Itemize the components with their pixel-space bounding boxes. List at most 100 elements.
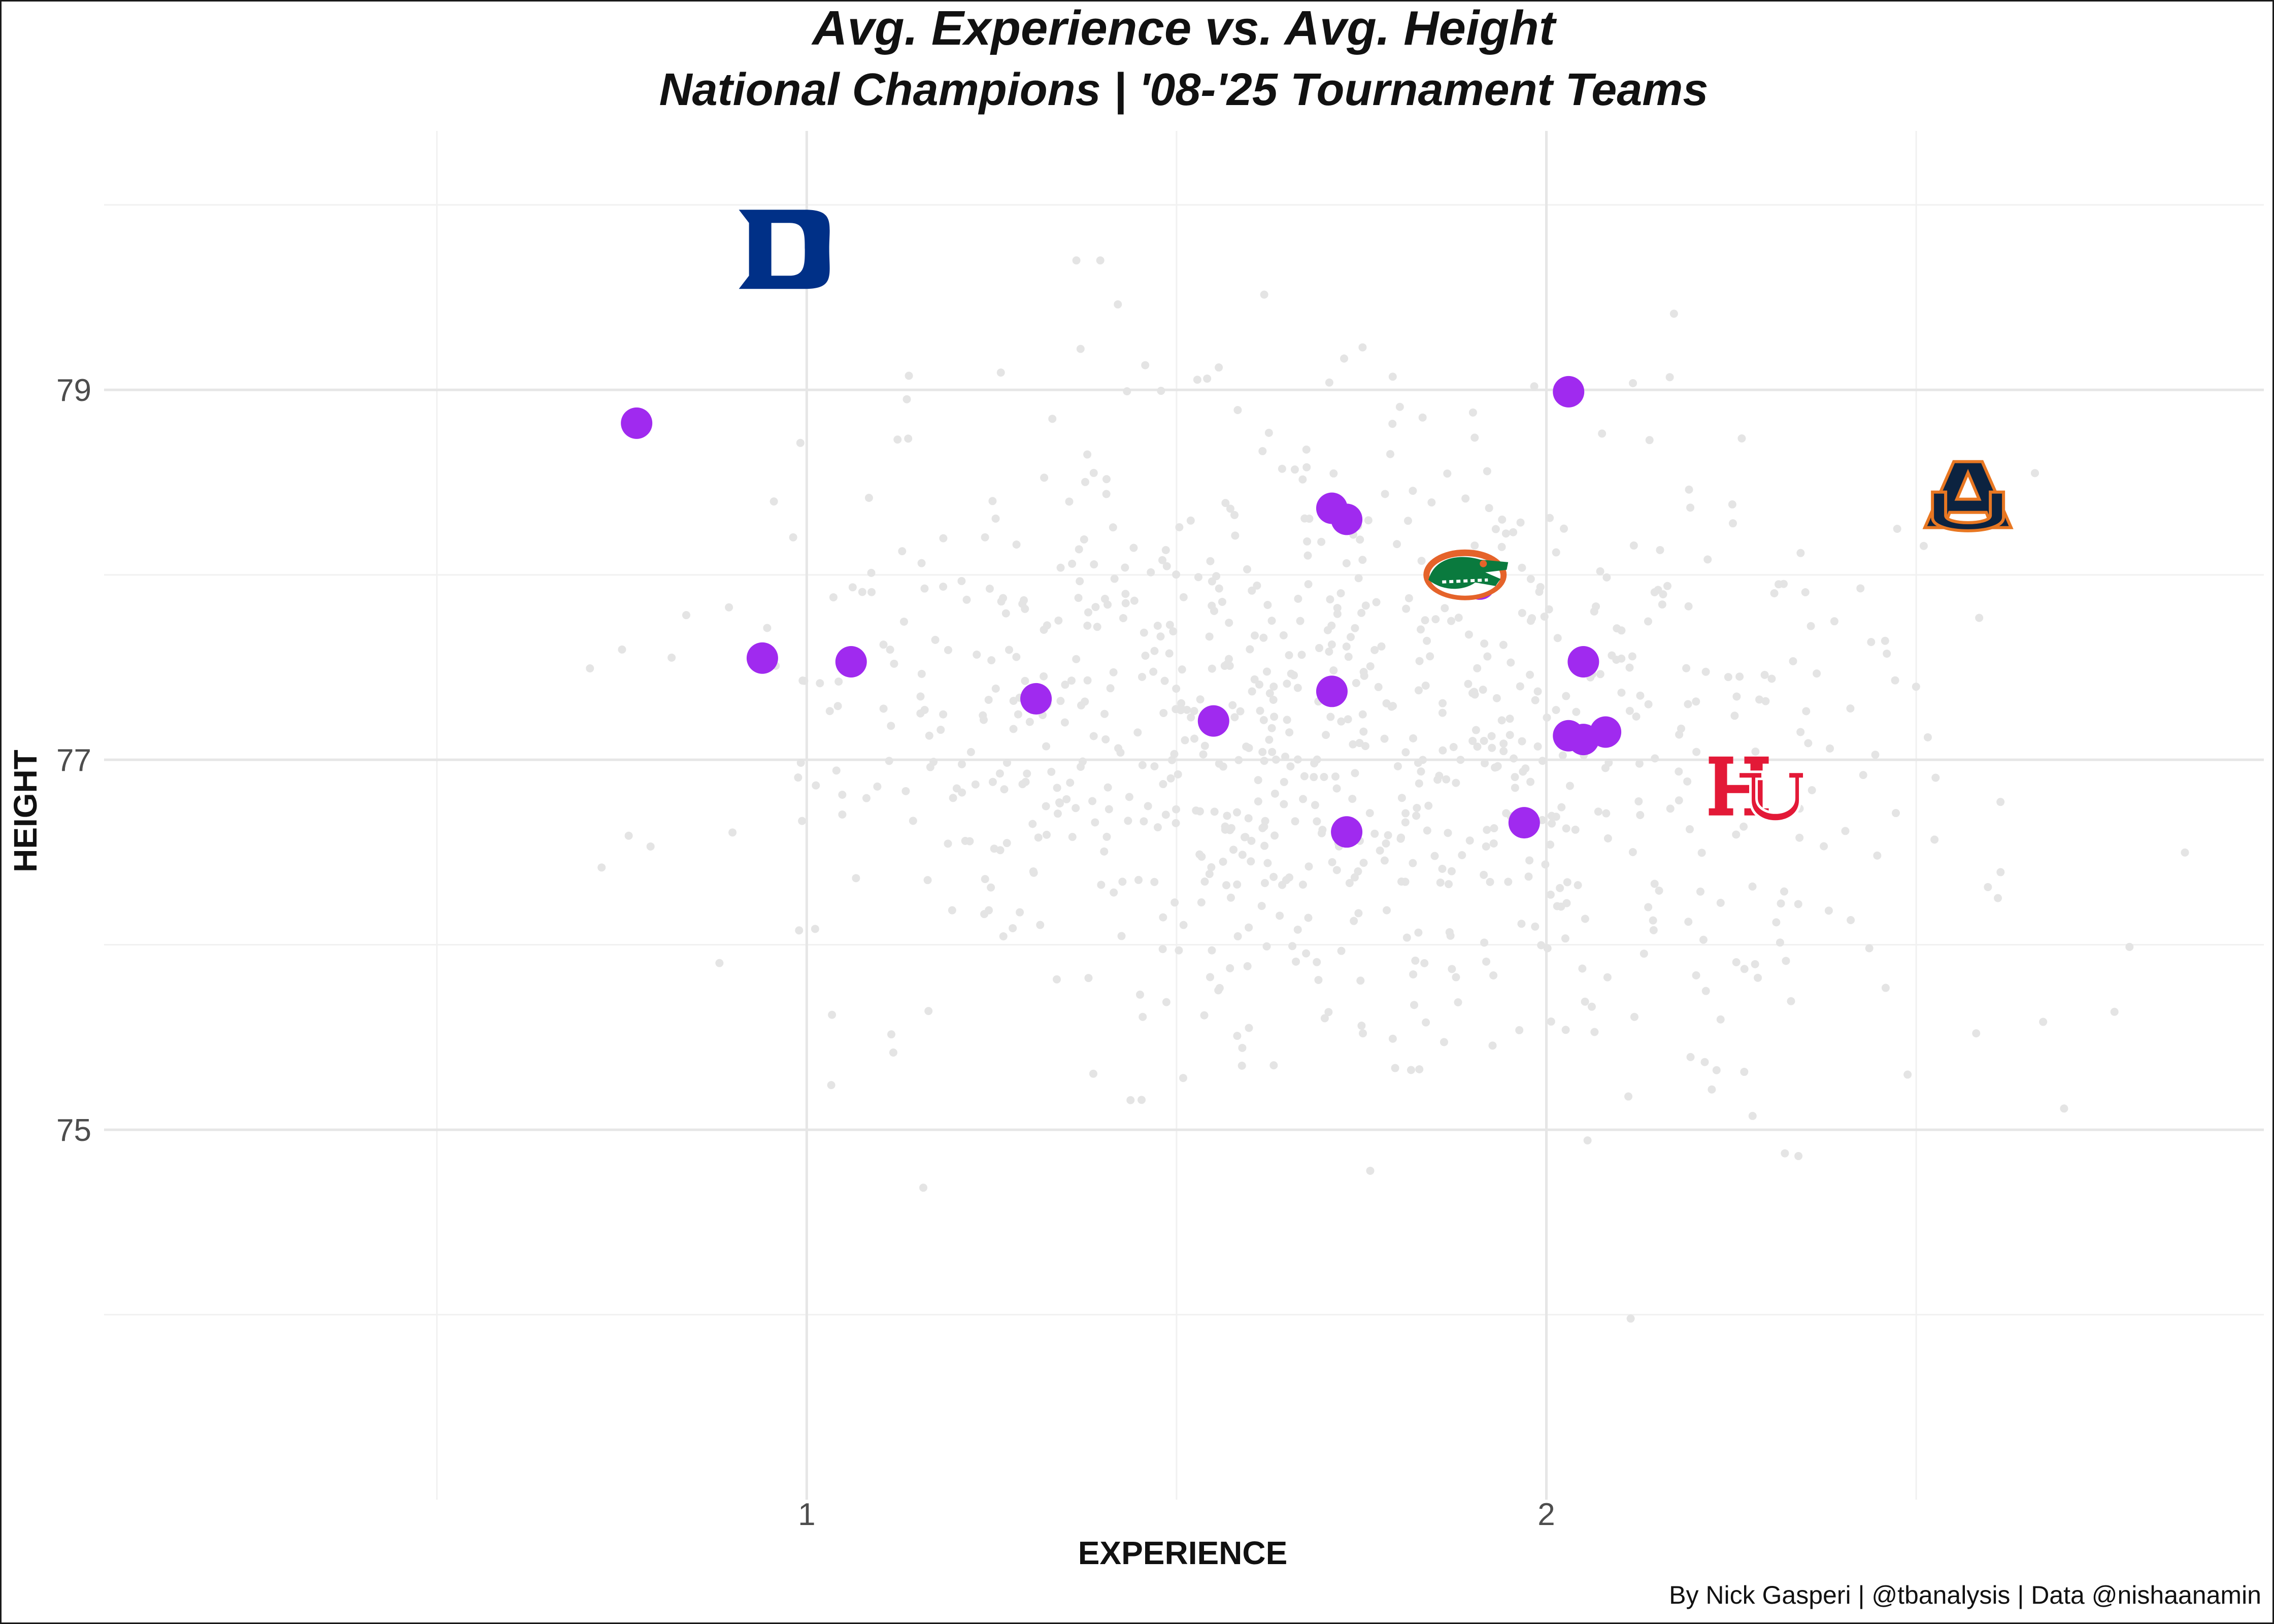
background-team-point [1327, 640, 1336, 649]
background-team-point [1675, 767, 1683, 776]
background-team-point [1415, 657, 1424, 665]
background-team-point [725, 603, 733, 612]
background-team-point [1028, 820, 1037, 828]
background-team-point [1497, 543, 1506, 551]
background-team-point [1893, 525, 1901, 533]
background-team-point [1310, 773, 1318, 782]
champion-point [1567, 646, 1599, 678]
background-team-point [1283, 680, 1291, 688]
background-team-point [1804, 739, 1813, 748]
champion-point [1316, 675, 1348, 707]
background-team-point [1506, 715, 1514, 723]
background-team-point [1546, 840, 1555, 849]
background-team-point [1245, 923, 1253, 932]
background-team-point [1078, 757, 1087, 766]
background-team-point [1141, 361, 1150, 369]
background-team-point [1072, 804, 1080, 813]
background-team-point [1859, 771, 1867, 780]
background-team-point [1161, 810, 1170, 819]
grid-lines [104, 131, 2264, 1500]
background-team-point [1313, 817, 1321, 826]
background-team-point [1903, 1070, 1912, 1079]
background-team-point [1482, 842, 1490, 851]
background-team-point [1290, 465, 1299, 474]
background-team-point [1626, 1314, 1635, 1323]
background-team-point [1464, 680, 1473, 688]
background-team-point [1645, 436, 1654, 445]
background-team-point [1598, 429, 1607, 438]
background-team-point [1238, 1043, 1247, 1052]
background-team-point [948, 906, 956, 915]
background-team-point [1126, 1096, 1135, 1104]
background-team-point [1340, 354, 1349, 363]
background-team-point [1009, 924, 1017, 932]
background-team-point [1359, 859, 1368, 867]
background-team-point [1740, 822, 1748, 831]
background-team-point [1537, 941, 1546, 950]
background-team-point [1414, 759, 1422, 767]
background-team-point [715, 959, 724, 967]
background-team-point [1267, 724, 1276, 732]
background-team-point [1247, 857, 1255, 866]
background-team-point [1972, 1029, 1981, 1038]
background-team-point [1675, 730, 1684, 739]
background-team-point [1856, 584, 1865, 593]
background-team-point [1320, 772, 1328, 781]
background-team-point [1102, 832, 1111, 841]
background-team-point [1562, 692, 1570, 700]
background-team-point [1016, 908, 1024, 917]
background-team-point [1260, 290, 1268, 299]
background-team-point [1272, 755, 1280, 764]
duke-logo [739, 210, 830, 289]
y-tick-label: 79 [56, 373, 91, 408]
background-team-point [1130, 596, 1139, 605]
background-team-point [985, 585, 994, 593]
background-team-point [962, 595, 971, 604]
background-team-point [624, 831, 633, 840]
background-team-point [1208, 601, 1216, 610]
background-team-point [1824, 906, 1833, 915]
background-team-point [828, 1010, 837, 1019]
background-team-point [1005, 646, 1014, 654]
champion-point [1553, 376, 1585, 408]
background-team-point [1666, 804, 1675, 813]
background-team-point [1401, 818, 1410, 827]
background-team-point [1562, 899, 1571, 907]
background-team-point [1165, 621, 1174, 629]
background-team-point [1138, 672, 1147, 681]
background-team-point [1042, 802, 1050, 810]
background-team-point [1632, 712, 1641, 721]
background-team-point [1247, 836, 1256, 845]
y-tick-label: 77 [56, 743, 91, 778]
background-team-point [1374, 683, 1383, 691]
background-team-point [1199, 750, 1208, 759]
background-team-point [1682, 664, 1691, 672]
background-team-point [1802, 707, 1811, 716]
background-team-point [1548, 819, 1556, 828]
background-team-point [1194, 573, 1202, 582]
background-team-point [1409, 487, 1417, 495]
background-team-point [1669, 310, 1678, 318]
background-team-point [1226, 826, 1234, 834]
background-team-point [1264, 428, 1273, 437]
background-team-point [1292, 957, 1300, 966]
background-team-point [981, 875, 989, 884]
background-team-point [1625, 706, 1634, 715]
background-team-point [1655, 887, 1663, 895]
background-team-point [985, 906, 993, 915]
background-team-point [1423, 636, 1431, 645]
background-team-point [1445, 880, 1453, 889]
background-team-point [966, 748, 975, 756]
background-team-point [984, 695, 993, 704]
background-team-point [1054, 616, 1063, 625]
champion-point [1020, 683, 1052, 715]
background-team-point [1624, 1092, 1633, 1101]
background-team-point [1380, 734, 1389, 743]
background-team-point [1263, 600, 1272, 609]
background-team-point [1441, 604, 1449, 613]
background-team-point [618, 645, 626, 654]
background-team-point [812, 781, 820, 790]
background-team-point [811, 925, 819, 933]
background-team-point [1468, 736, 1477, 745]
